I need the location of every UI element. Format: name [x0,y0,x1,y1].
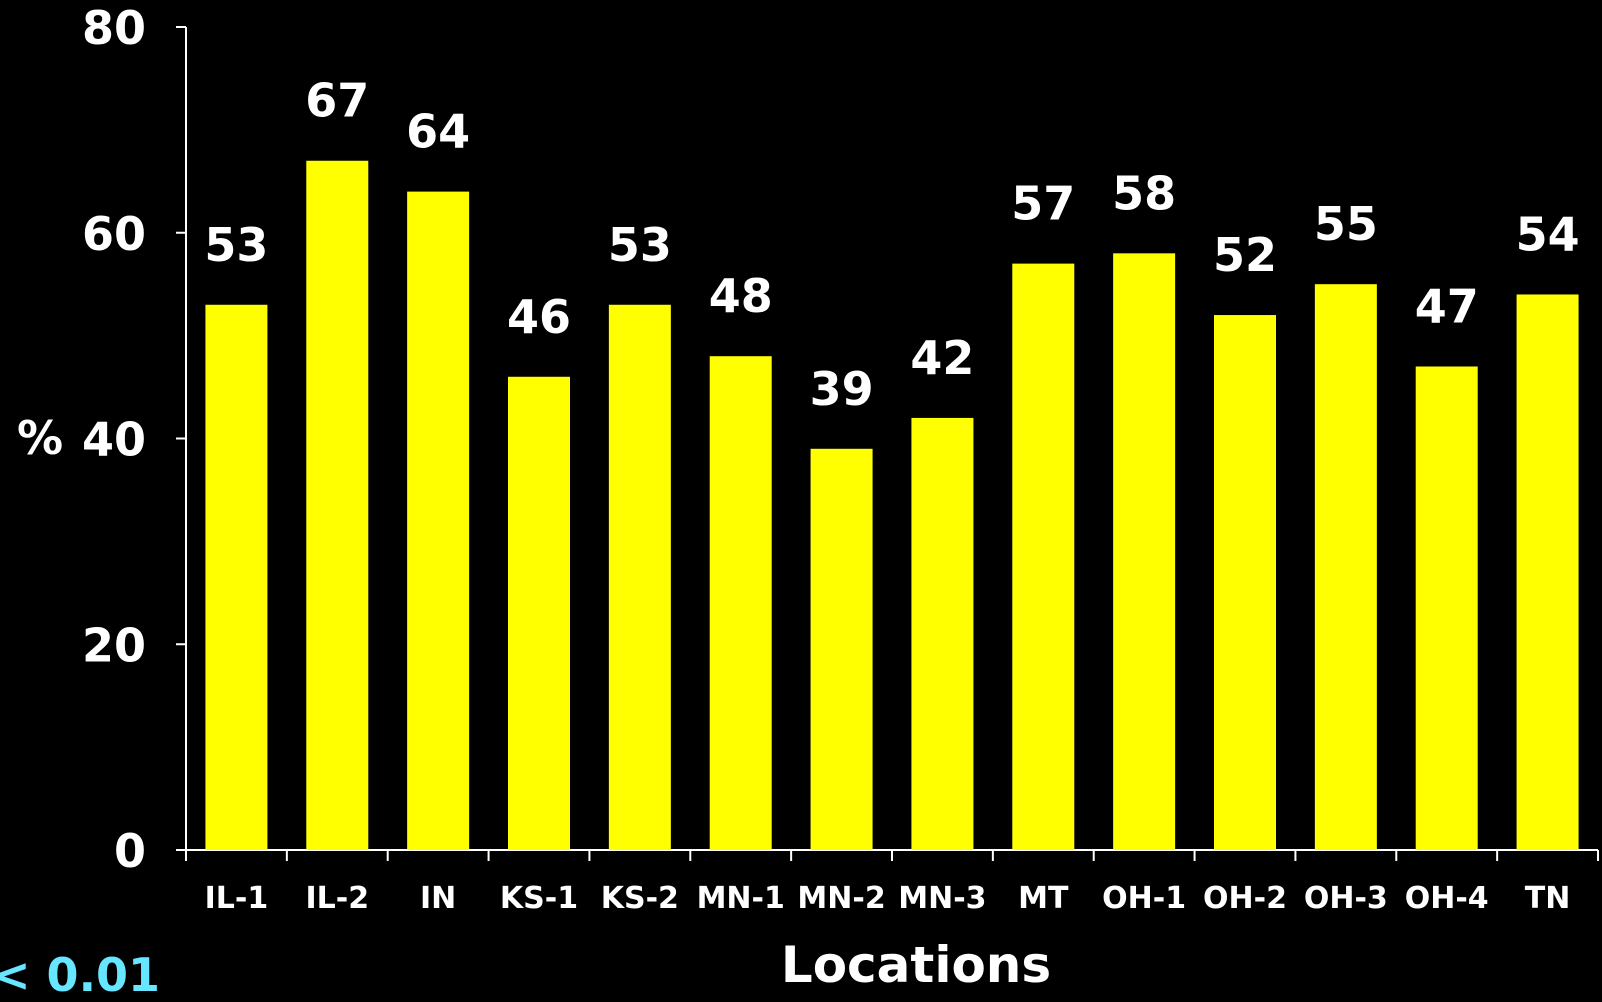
x-tick-label: OH-3 [1304,881,1388,916]
bar [508,376,570,850]
x-tick-label: OH-2 [1203,881,1287,916]
bar [1314,284,1377,850]
bar [306,160,369,851]
data-label: 39 [810,362,874,416]
data-label: 54 [1516,207,1580,261]
x-tick-label: KS-1 [500,881,578,916]
data-label: 57 [1011,177,1075,231]
bar [1516,294,1579,851]
data-label: 42 [910,331,974,385]
bar [709,356,772,850]
data-label: 58 [1112,166,1176,220]
x-tick-label: TN [1525,881,1571,916]
x-tick-label: IL-1 [205,881,269,916]
bars [205,160,1579,851]
x-axis-title: Locations [781,936,1051,990]
bar [205,304,268,850]
data-label: 47 [1415,279,1479,333]
x-tick-label: MN-3 [898,881,986,916]
bar [1012,263,1075,850]
x-tick-label: IL-2 [305,881,369,916]
bar [608,304,671,850]
data-label: 55 [1314,197,1378,251]
x-tick-label: KS-2 [601,881,679,916]
x-tick-label: MT [1018,881,1069,916]
data-label: 48 [709,269,773,323]
bar [810,448,873,850]
footnote-text: < 0.01 [0,948,161,1002]
bar [1214,315,1276,850]
data-label: 53 [608,218,672,272]
y-tick-label: 60 [82,207,146,261]
bar [1415,366,1478,850]
bar [407,191,470,851]
data-label: 46 [507,290,571,344]
x-tick-label: OH-1 [1102,881,1186,916]
data-label: 53 [204,218,268,272]
bar [911,417,974,850]
y-tick-label: 40 [82,413,146,467]
y-tick-label: 80 [82,1,146,55]
data-label: 67 [305,74,369,128]
x-tick-label: MN-2 [797,881,885,916]
y-tick-label: 20 [82,618,146,672]
labels: 53 IL-1 67 IL-2 64 IN 46 KS-1 53 KS-2 48 MN-1 39 MN-2… [204,74,1579,916]
data-label: 52 [1213,228,1277,282]
x-tick-label: OH-4 [1405,881,1489,916]
x-tick-label: MN-1 [697,881,785,916]
data-label: 64 [406,105,470,159]
y-tick-label: 0 [114,824,146,878]
x-tick-label: IN [420,881,456,916]
y-axis-title: % [17,411,63,465]
bar [1113,253,1176,850]
